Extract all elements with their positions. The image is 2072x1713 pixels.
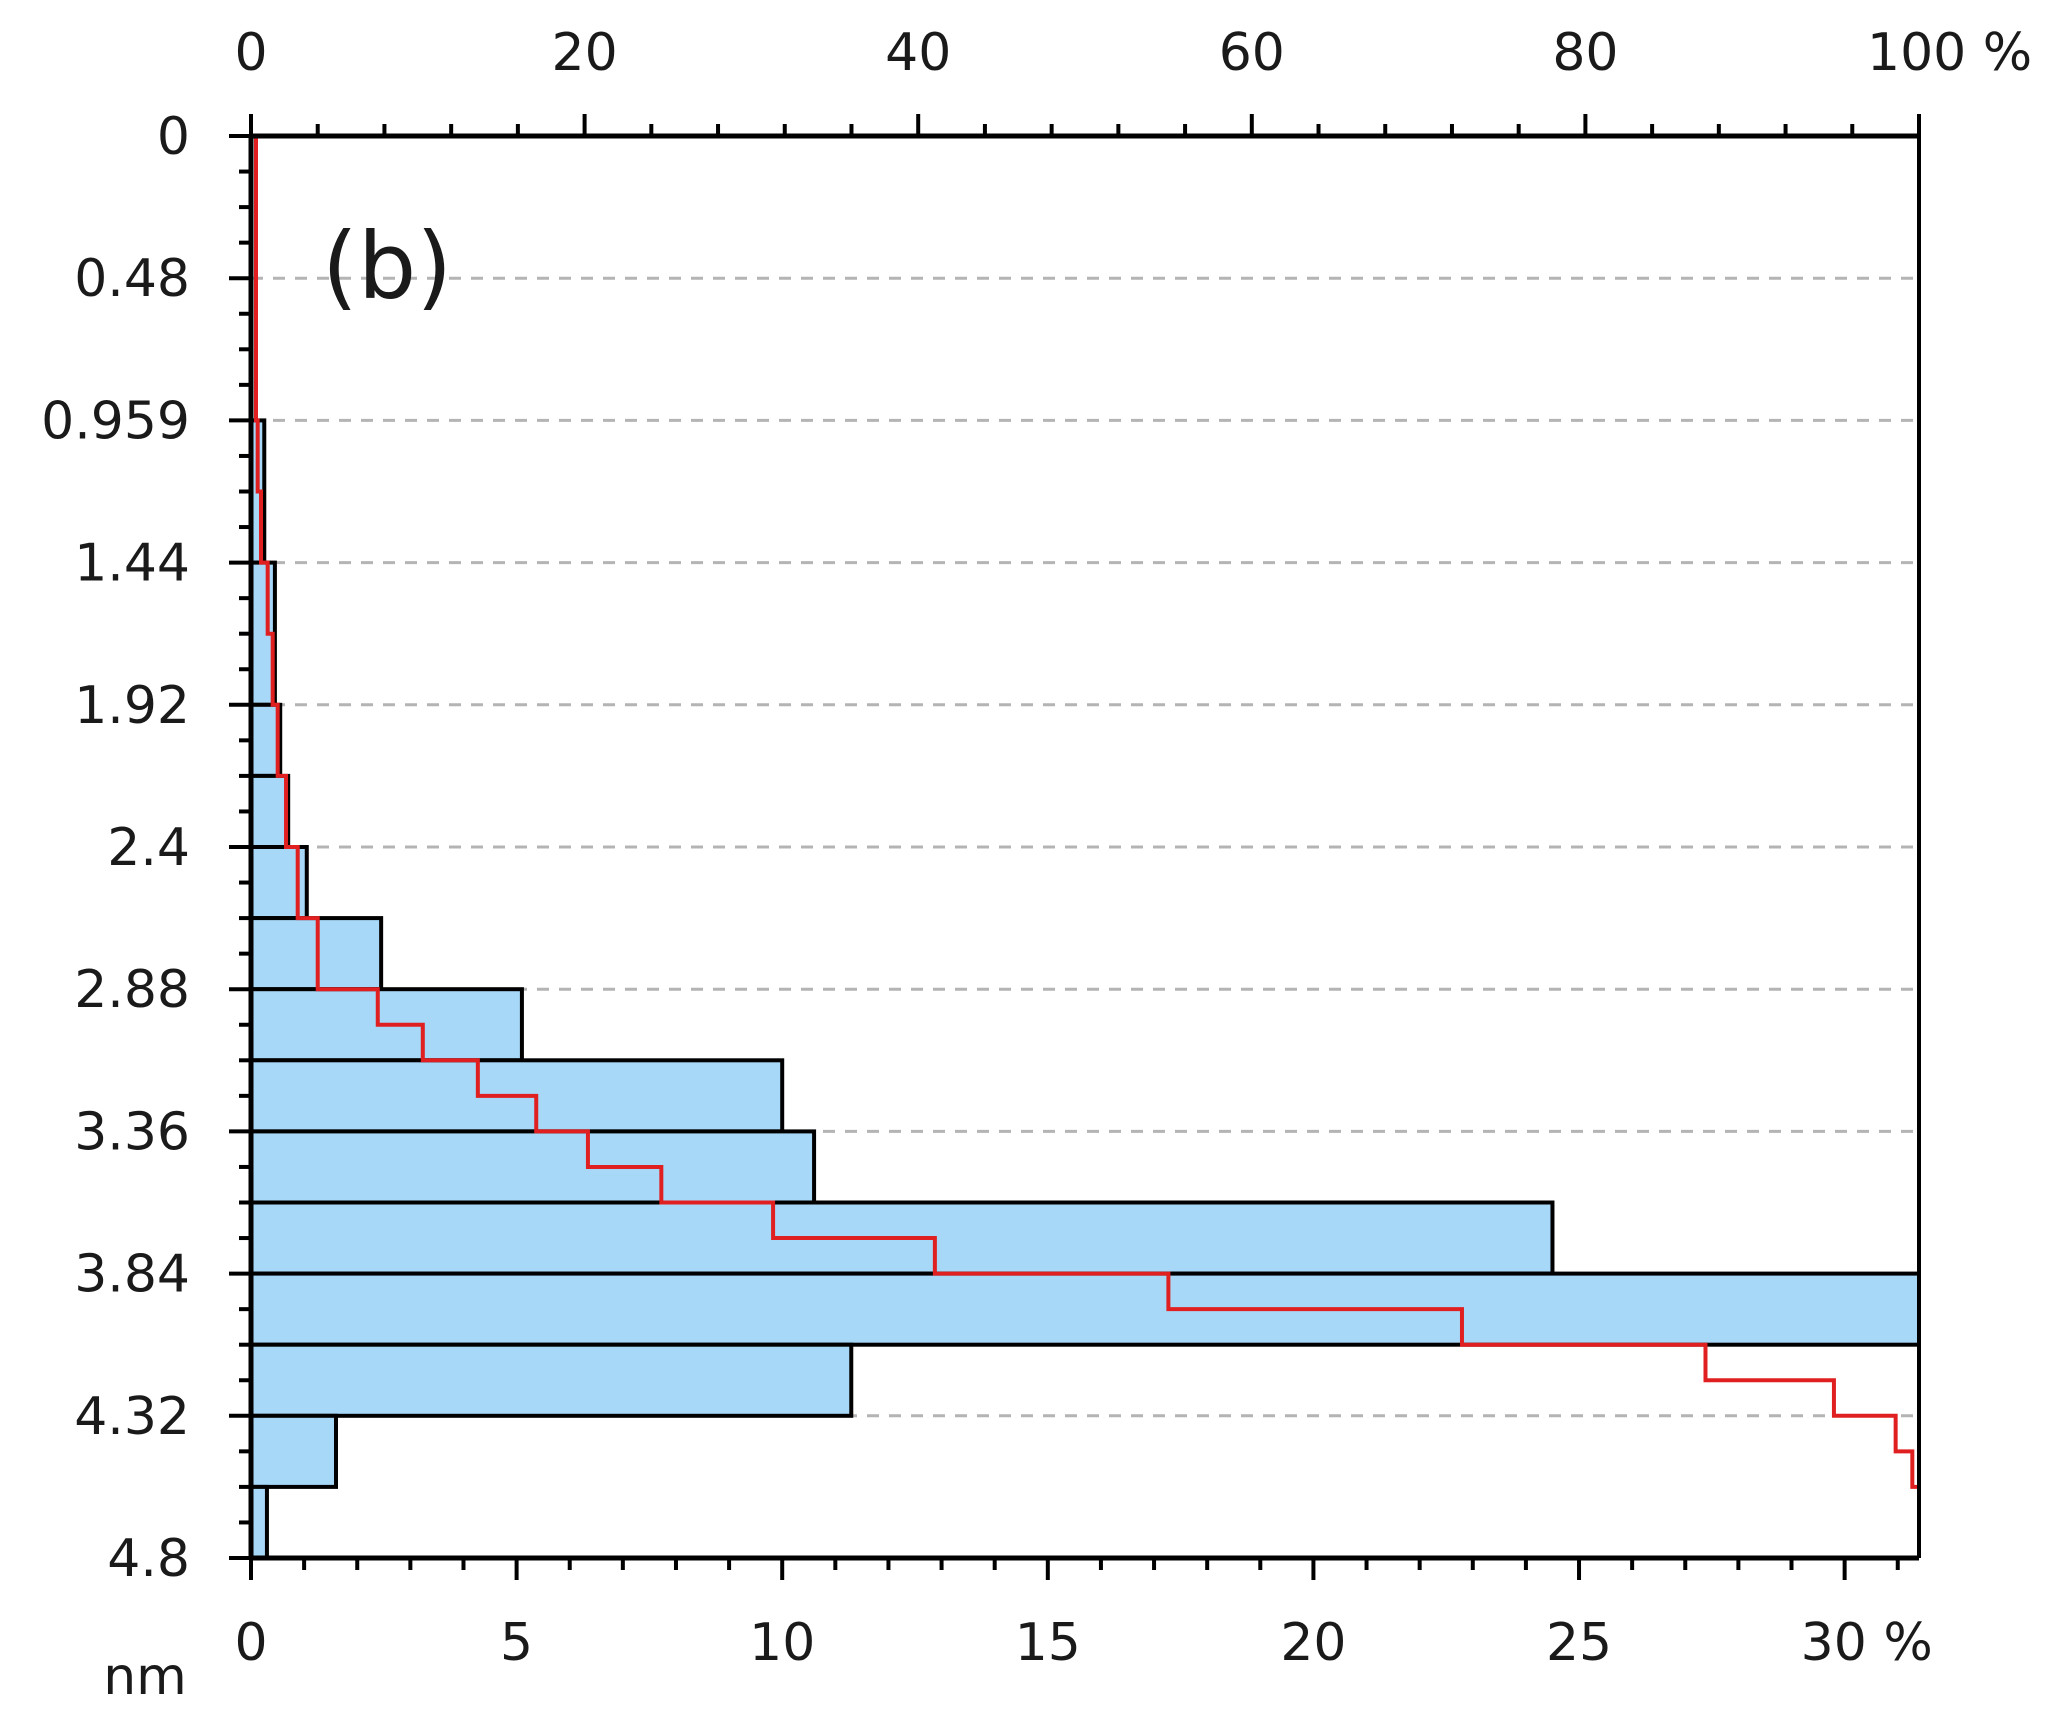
cumulative-line-group: [254, 136, 1921, 1558]
y-tick-label: 0.959: [41, 391, 190, 451]
x-top-tick-label: 60: [1219, 23, 1285, 83]
histogram-bar: [249, 1342, 854, 1418]
y-tick-label: 3.84: [74, 1245, 190, 1305]
histogram-bar: [249, 1129, 817, 1205]
y-unit-label: nm: [103, 1647, 187, 1707]
tick-labels: 0 0.48 0.959 1.44 1.92 2.4 2.88 3.36 3.84 4.32 4.8…: [41, 23, 2032, 1673]
x-bottom-tick-label: 30 %: [1801, 1613, 1933, 1673]
panel-label: (b): [322, 213, 452, 320]
x-top-tick-label: 40: [885, 23, 951, 83]
x-bottom-tick-label: 10: [749, 1613, 815, 1673]
histogram-bar: [249, 1413, 338, 1489]
x-bottom-tick-label: 25: [1546, 1613, 1612, 1673]
y-tick-label: 3.36: [74, 1102, 190, 1162]
y-tick-label: 4.32: [74, 1387, 190, 1447]
y-tick-label: 0.48: [74, 249, 190, 309]
axes: [229, 114, 1921, 1580]
x-top-tick-label: 20: [552, 23, 618, 83]
x-bottom-tick-label: 20: [1280, 1613, 1346, 1673]
y-tick-label: 4.8: [107, 1529, 190, 1589]
x-bottom-tick-label: 5: [500, 1613, 533, 1673]
histogram-bar: [249, 1271, 1921, 1347]
x-top-tick-label: 100 %: [1867, 23, 2032, 83]
y-tick-label: 1.44: [74, 534, 190, 594]
cumulative-line: [254, 136, 1921, 1558]
y-tick-label: 2.88: [74, 960, 190, 1020]
y-tick-label: 0: [157, 107, 190, 167]
x-bottom-tick-label: 0: [234, 1613, 267, 1673]
x-top-tick-label: 0: [234, 23, 267, 83]
histogram-bar: [249, 773, 291, 850]
x-top-tick-label: 80: [1552, 23, 1618, 83]
x-bottom-tick-label: 15: [1015, 1613, 1081, 1673]
y-tick-label: 2.4: [107, 818, 190, 878]
y-tick-label: 1.92: [74, 676, 190, 736]
